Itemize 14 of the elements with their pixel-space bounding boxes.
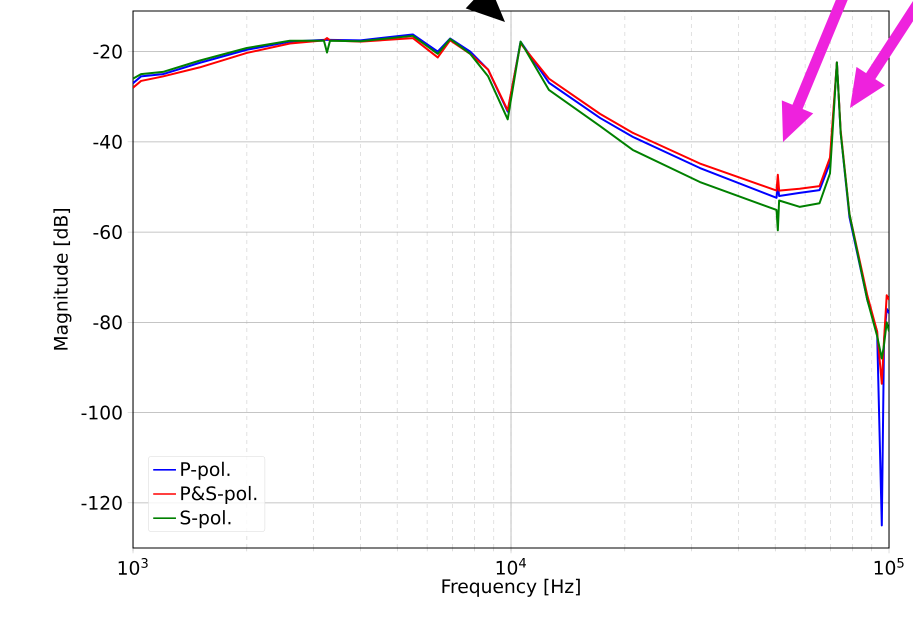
legend-label: P-pol. xyxy=(181,462,230,480)
y-tick-label: -20 xyxy=(93,44,122,59)
x-tick-label: 10$^{5}$ xyxy=(874,558,904,575)
y-tick-label: -120 xyxy=(82,496,122,510)
y-tick-label: -100 xyxy=(82,406,122,420)
y-axis-title: Magnitude [dB] xyxy=(53,209,72,350)
legend-label: P&S-pol. xyxy=(181,486,256,504)
x-tick-label: 10$^{3}$ xyxy=(118,558,148,575)
y-tick-label: -80 xyxy=(93,315,122,330)
x-axis-title: Frequency [Hz] xyxy=(442,578,580,597)
x-tick-label: 10$^{4}$ xyxy=(496,558,526,575)
y-tick-label: -40 xyxy=(93,134,122,149)
legend-label: S-pol. xyxy=(180,510,230,528)
y-tick-label: -60 xyxy=(93,225,122,240)
